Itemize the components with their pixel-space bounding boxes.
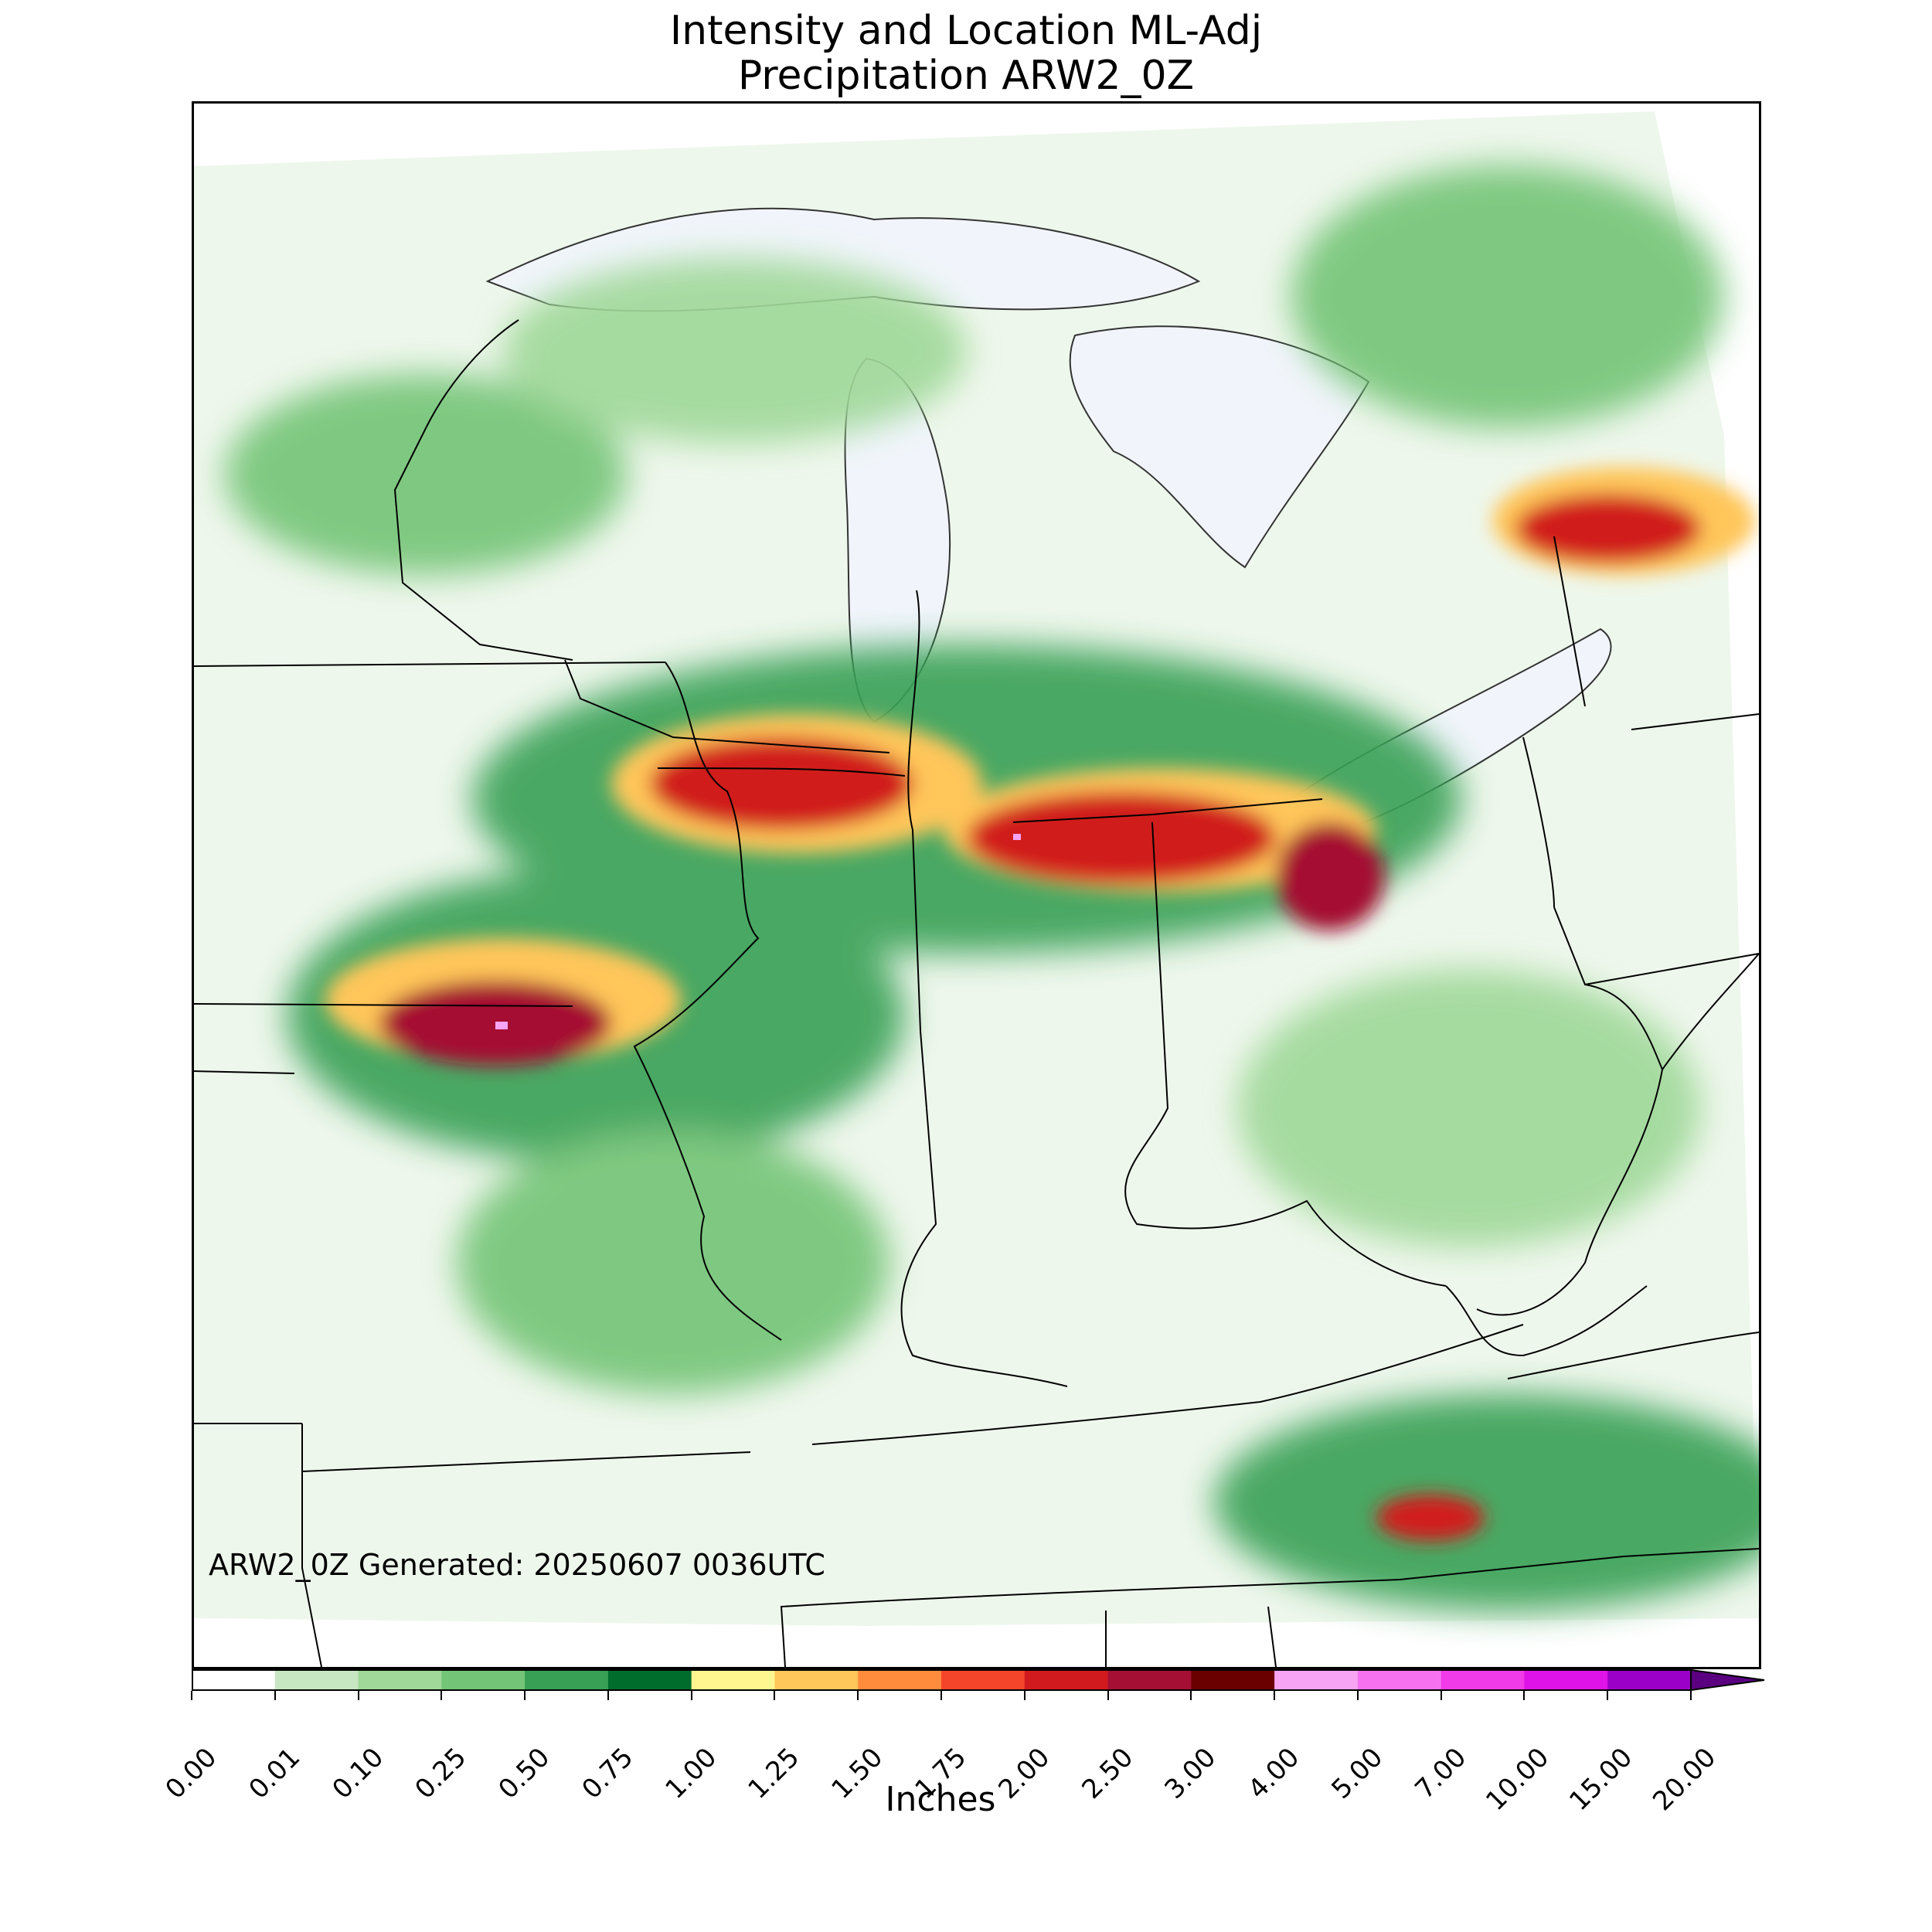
colorbar-tick-mark [1023, 1691, 1026, 1700]
colorbar-swatch [1107, 1670, 1192, 1690]
colorbar-swatch [858, 1670, 942, 1690]
colorbar-swatch [607, 1670, 692, 1690]
colorbar-swatch [525, 1670, 609, 1690]
colorbar-swatch [274, 1670, 359, 1690]
precipitation-map [192, 101, 1761, 1669]
colorbar-tick-mark [357, 1691, 359, 1700]
colorbar-tick-mark [857, 1691, 859, 1700]
colorbar-swatch [192, 1670, 276, 1690]
colorbar-swatch [1524, 1670, 1608, 1690]
colorbar-swatch [1191, 1670, 1275, 1690]
colorbar-swatch [358, 1670, 442, 1690]
lake-huron [1069, 325, 1370, 569]
colorbar-swatch [1024, 1670, 1109, 1690]
generated-label: ARW2_0Z Generated: 20250607 0036UTC [209, 1548, 825, 1582]
precip-field [225, 165, 1759, 1611]
colorbar-tick-mark [690, 1691, 692, 1700]
colorbar-swatch [1440, 1670, 1525, 1690]
colorbar-tick-mark [1107, 1691, 1109, 1700]
colorbar-tick-mark [774, 1691, 776, 1700]
colorbar-swatch [941, 1670, 1026, 1690]
colorbar-tick-mark [524, 1691, 526, 1700]
colorbar-tick-mark [1356, 1691, 1359, 1700]
colorbar-extend-arrow [1690, 1669, 1765, 1692]
map-canvas [194, 111, 1759, 1667]
colorbar-tick-mark [1274, 1691, 1276, 1700]
colorbar [192, 1669, 1765, 1692]
colorbar-swatch [1357, 1670, 1442, 1690]
colorbar-tick-mark [274, 1691, 276, 1700]
colorbar-tick-mark [940, 1691, 942, 1700]
colorbar-swatch [1274, 1670, 1359, 1690]
colorbar-tick-mark [607, 1691, 609, 1700]
colorbar-tick-mark [191, 1691, 192, 1700]
political-boundaries [194, 319, 1759, 1667]
colorbar-label: Inches [885, 1780, 996, 1819]
colorbar-tick-mark [440, 1691, 443, 1700]
colorbar-outline [192, 1669, 1692, 1691]
title-line-2: Precipitation ARW2_0Z [737, 53, 1195, 99]
colorbar-tick-mark [1523, 1691, 1526, 1700]
colorbar-swatch [691, 1670, 775, 1690]
colorbar-tick-mark [1190, 1691, 1192, 1700]
colorbar-tick-mark [1690, 1691, 1692, 1700]
title-line-1: Intensity and Location ML-Adj [669, 8, 1263, 54]
colorbar-tick-mark [1440, 1691, 1442, 1700]
colorbar-swatch [441, 1670, 526, 1690]
colorbar-tick-mark [1607, 1691, 1609, 1700]
colorbar-swatch [774, 1670, 859, 1690]
colorbar-swatch [1607, 1670, 1692, 1690]
